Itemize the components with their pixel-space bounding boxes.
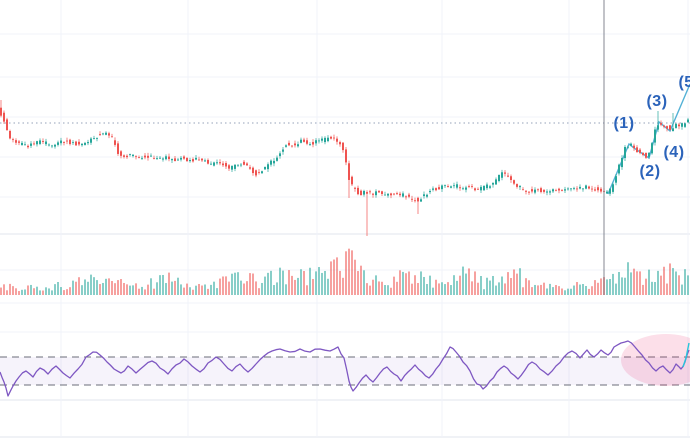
- elliott-wave-label-5[interactable]: (5): [678, 74, 690, 91]
- candles: [0, 100, 689, 236]
- elliott-wave-label-2[interactable]: (2): [639, 163, 661, 180]
- elliott-wave-label-1[interactable]: (1): [613, 115, 635, 132]
- highlight-ellipse[interactable]: [621, 334, 690, 386]
- elliott-wave-label-4[interactable]: (4): [663, 144, 685, 161]
- price-pane[interactable]: [0, 83, 690, 195]
- oscillator-tip: [682, 342, 690, 368]
- elliott-wave-label-3[interactable]: (3): [646, 93, 668, 110]
- oscillator-line: [0, 340, 690, 397]
- oscillator-pane[interactable]: [0, 334, 690, 397]
- volume-pane[interactable]: [0, 248, 689, 295]
